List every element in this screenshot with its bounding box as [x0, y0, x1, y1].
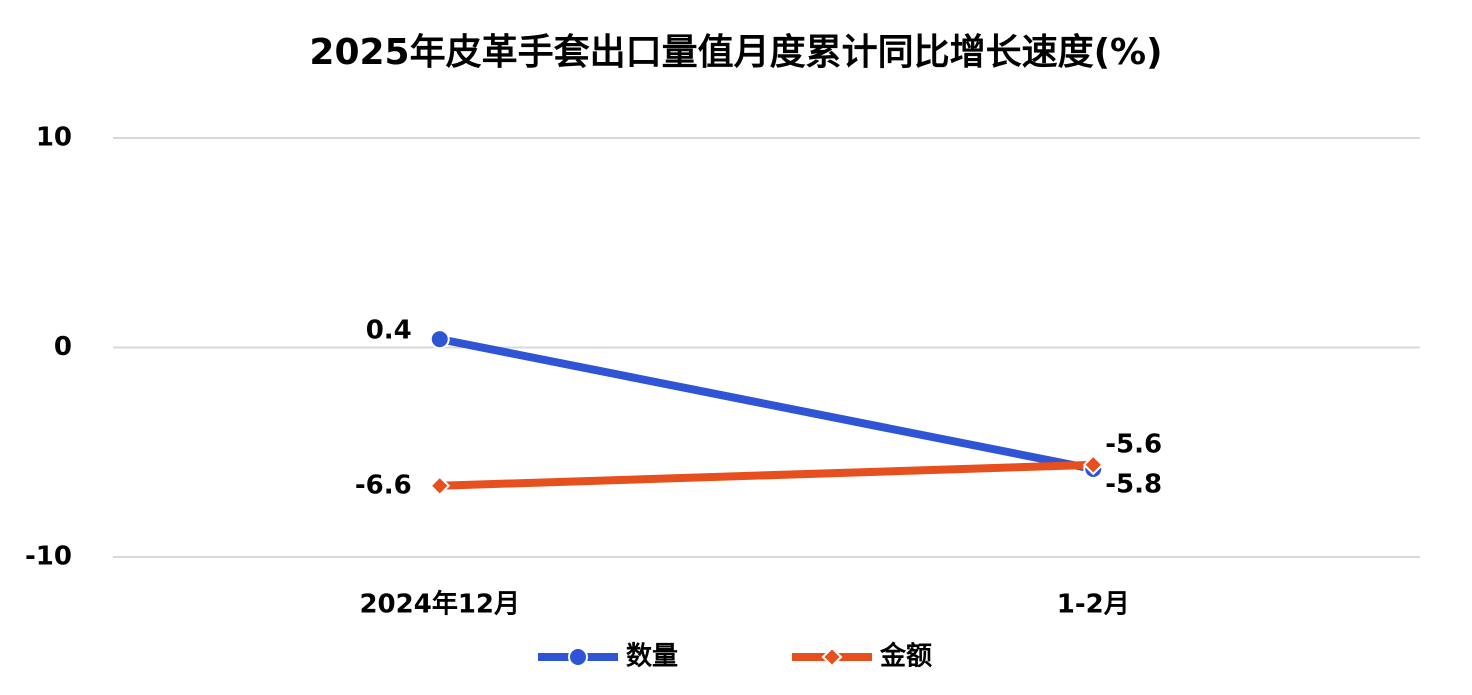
x-tick-label: 2024年12月	[359, 589, 520, 620]
data-label: -5.6	[1105, 429, 1162, 459]
y-tick-label: 10	[36, 123, 72, 153]
data-label: -5.8	[1105, 470, 1162, 500]
legend-label: 金额	[879, 641, 932, 672]
y-tick-label: -10	[25, 542, 72, 572]
data-label: 0.4	[366, 316, 412, 346]
series-line	[439, 460, 1094, 490]
series-line	[438, 335, 1095, 473]
data-point	[429, 329, 450, 350]
legend-label: 数量	[626, 642, 678, 672]
data-point	[1082, 454, 1104, 476]
x-tick-label: 1-2月	[1057, 590, 1130, 620]
y-tick-label: 0	[54, 332, 72, 362]
legend-marker	[821, 646, 843, 668]
data-label: -6.6	[355, 470, 412, 500]
chart-title: 2025年皮革手套出口量值月度累计同比增长速度(%)	[309, 32, 1162, 73]
data-point	[429, 475, 451, 497]
legend-marker	[568, 647, 588, 667]
